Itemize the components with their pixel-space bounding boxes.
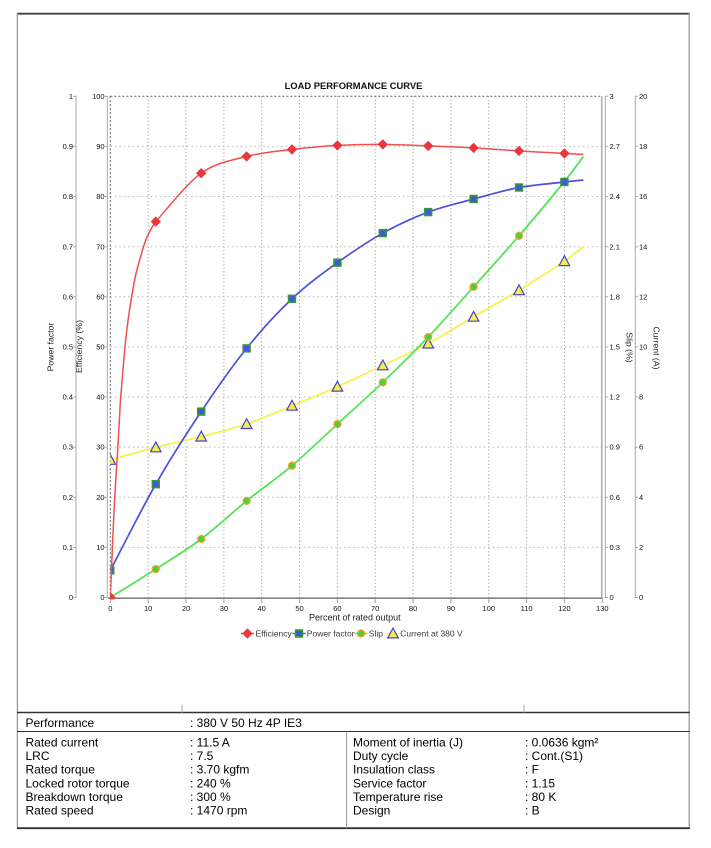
svg-text:Power factor: Power factor [307,629,355,639]
svg-text:: 80 K: : 80 K [525,790,556,804]
svg-text:: 240 %: : 240 % [190,776,231,790]
svg-text:Efficiency: Efficiency [256,629,293,639]
svg-text:Service factor: Service factor [353,776,426,790]
svg-text:2.4: 2.4 [610,192,620,201]
svg-text:1.2: 1.2 [610,393,620,402]
svg-text:: F: : F [525,763,539,777]
svg-text:0.1: 0.1 [63,543,73,552]
svg-text:100: 100 [483,604,496,613]
svg-text:: 380 V 50 Hz 4P IE3: : 380 V 50 Hz 4P IE3 [190,716,302,730]
svg-text:Locked rotor torque: Locked rotor torque [26,776,130,790]
svg-text:20: 20 [96,493,104,502]
svg-text:80: 80 [409,604,417,613]
svg-text:50: 50 [96,343,104,352]
svg-text:: 3.70 kgfm: : 3.70 kgfm [190,763,249,777]
svg-text:0.2: 0.2 [63,493,73,502]
svg-text:Percent of rated output: Percent of rated output [309,612,401,622]
svg-text:10: 10 [144,604,152,613]
svg-text:10: 10 [639,343,647,352]
svg-text:0: 0 [610,593,614,602]
svg-text:: 11.5 A: : 11.5 A [190,736,230,750]
svg-text:50: 50 [295,604,303,613]
svg-text:8: 8 [639,393,643,402]
svg-text:Current (A): Current (A) [652,327,662,370]
svg-text:1: 1 [69,92,73,101]
svg-text:Efficiency (%): Efficiency (%) [74,320,84,373]
svg-text:0.6: 0.6 [63,292,73,301]
svg-text:0.3: 0.3 [610,543,620,552]
svg-text:0.4: 0.4 [63,393,73,402]
svg-text:130: 130 [596,604,609,613]
svg-text:Duty cycle: Duty cycle [353,749,409,763]
svg-text:3: 3 [610,92,614,101]
svg-text:70: 70 [371,604,379,613]
svg-text:1.8: 1.8 [610,292,620,301]
svg-text:120: 120 [558,604,571,613]
svg-text:2: 2 [639,543,643,552]
svg-text:100: 100 [92,92,105,101]
svg-text:Moment of inertia (J): Moment of inertia (J) [353,736,463,750]
svg-text:6: 6 [639,443,643,452]
svg-text:LOAD PERFORMANCE CURVE: LOAD PERFORMANCE CURVE [285,80,423,91]
svg-text:20: 20 [182,604,190,613]
svg-text:90: 90 [447,604,455,613]
svg-text:: 0.0636 kgm²: : 0.0636 kgm² [525,736,598,750]
svg-text:Rated torque: Rated torque [26,763,96,777]
svg-text:40: 40 [96,393,104,402]
svg-text:30: 30 [220,604,228,613]
svg-text:Slip (%): Slip (%) [625,332,635,363]
svg-text:0.5: 0.5 [63,343,73,352]
svg-text:2.7: 2.7 [610,142,620,151]
svg-text:Temperature rise: Temperature rise [353,790,443,804]
svg-text:0.8: 0.8 [63,192,73,201]
svg-text:60: 60 [333,604,341,613]
svg-text:12: 12 [639,292,647,301]
svg-text:60: 60 [96,292,104,301]
svg-text:0.3: 0.3 [63,443,73,452]
svg-text:0: 0 [639,593,643,602]
svg-text:14: 14 [639,242,647,251]
svg-text:0.9: 0.9 [63,142,73,151]
svg-text:30: 30 [96,443,104,452]
svg-text:1.5: 1.5 [610,343,620,352]
svg-text:: 1470 rpm: : 1470 rpm [190,804,247,818]
svg-text:Insulation class: Insulation class [353,763,435,777]
svg-text:Slip: Slip [369,629,383,639]
svg-text:70: 70 [96,242,104,251]
svg-text:: B: : B [525,804,540,818]
svg-text:0: 0 [69,593,73,602]
svg-text:: Cont.(S1): : Cont.(S1) [525,749,583,763]
svg-text:18: 18 [639,142,647,151]
svg-text:90: 90 [96,142,104,151]
svg-text:Breakdown torque: Breakdown torque [26,790,124,804]
svg-text:4: 4 [639,493,643,502]
svg-text:Rated current: Rated current [26,736,99,750]
svg-text:Power factor: Power factor [46,323,56,372]
svg-text:80: 80 [96,192,104,201]
svg-text:0.6: 0.6 [610,493,620,502]
svg-text:110: 110 [521,604,533,613]
svg-text:16: 16 [639,192,647,201]
svg-text:Current at 380 V: Current at 380 V [400,629,463,639]
svg-text:0.9: 0.9 [610,443,620,452]
svg-text:20: 20 [639,92,647,101]
svg-text:Performance: Performance [26,716,95,730]
svg-text:0.7: 0.7 [63,242,73,251]
svg-text:0: 0 [108,604,112,613]
svg-text:0: 0 [100,593,104,602]
svg-text:40: 40 [258,604,266,613]
svg-text:Rated speed: Rated speed [26,804,94,818]
svg-text:10: 10 [96,543,104,552]
svg-text:LRC: LRC [26,749,50,763]
svg-text:: 300 %: : 300 % [190,790,231,804]
svg-text:: 7.5: : 7.5 [190,749,214,763]
svg-text:: 1.15: : 1.15 [525,776,555,790]
svg-text:2.1: 2.1 [610,242,620,251]
svg-text:Design: Design [353,804,390,818]
